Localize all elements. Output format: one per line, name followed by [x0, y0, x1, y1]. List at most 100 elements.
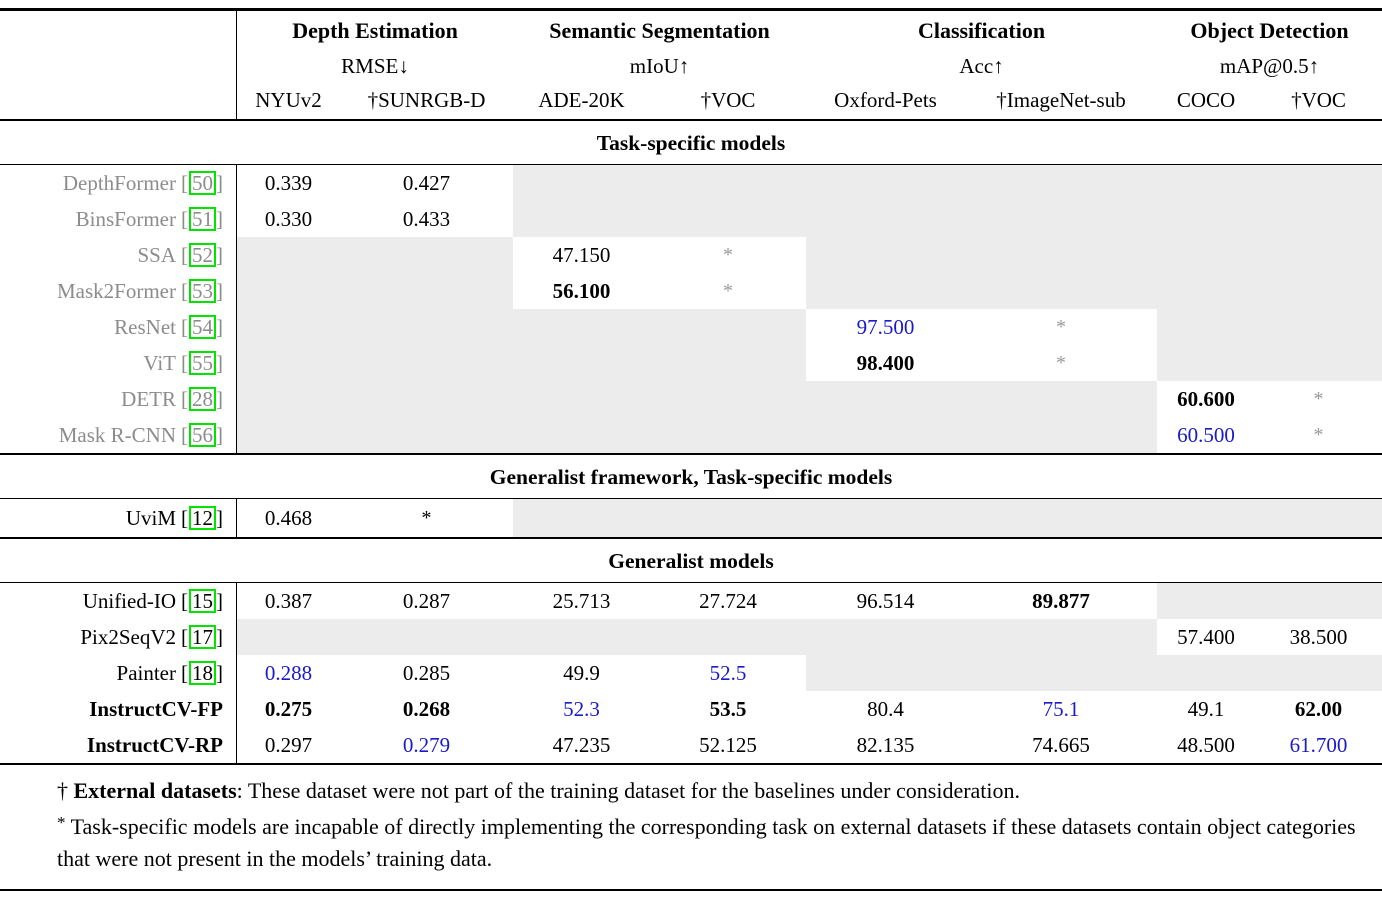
empty-cell: [1157, 655, 1255, 691]
model-name: Painter: [116, 661, 176, 685]
value-cell: 0.287: [340, 583, 513, 619]
table-row-instructcv-rp: InstructCV-RP 0.297 0.279 47.235 52.125 …: [0, 727, 1382, 763]
empty-cell: [650, 499, 806, 537]
value-cell: 0.387: [237, 583, 340, 619]
section-heading-generalist-framework: Generalist framework, Task-specific mode…: [0, 455, 1382, 499]
header-empty-cell: [0, 11, 237, 51]
empty-cell: [513, 499, 650, 537]
citation-link[interactable]: 12: [189, 506, 216, 530]
citation-close-bracket: ]: [216, 315, 223, 339]
task-specific-rows: DepthFormer[50] 0.339 0.427 BinsFormer[5…: [0, 165, 1382, 455]
empty-cell: [1255, 583, 1382, 619]
empty-cell: [513, 165, 650, 201]
table-row-unified-io: Unified-IO[15] 0.387 0.287 25.713 27.724…: [0, 583, 1382, 619]
empty-cell: [806, 655, 965, 691]
table-row-mask2former: Mask2Former[53] 56.100 *: [0, 273, 1382, 309]
model-name: Unified-IO: [82, 589, 176, 613]
header-metric-row: RMSE↓ mIoU↑ Acc↑ mAP@0.5↑: [0, 51, 1382, 82]
empty-cell: [965, 381, 1157, 417]
empty-cell: [513, 345, 650, 381]
citation-open-bracket: [: [181, 506, 188, 530]
empty-cell: [965, 237, 1157, 273]
empty-cell: [340, 309, 513, 345]
empty-cell: [1255, 237, 1382, 273]
model-name: UviM: [125, 506, 176, 530]
empty-cell: [806, 499, 965, 537]
citation-link[interactable]: 54: [189, 315, 216, 339]
model-name: InstructCV-RP: [86, 733, 223, 757]
model-label-cell: DepthFormer[50]: [0, 165, 237, 201]
empty-cell: [340, 345, 513, 381]
empty-cell: [650, 345, 806, 381]
empty-cell: [513, 201, 650, 237]
model-name: Mask R-CNN: [58, 423, 176, 447]
dagger-marker: †: [57, 778, 68, 803]
citation-link[interactable]: 52: [189, 243, 216, 267]
dataset-sunrgbd: †SUNRGB-D: [340, 82, 513, 119]
empty-cell: [340, 273, 513, 309]
citation-link[interactable]: 28: [189, 387, 216, 411]
citation-link[interactable]: 17: [189, 625, 216, 649]
citation-close-bracket: ]: [216, 207, 223, 231]
table-row-vit: ViT[55] 98.400 *: [0, 345, 1382, 381]
table-row-mask-rcnn: Mask R-CNN[56] 60.500 *: [0, 417, 1382, 453]
dataset-oxford-pets: Oxford-Pets: [806, 82, 965, 119]
citation-close-bracket: ]: [216, 423, 223, 447]
citation-link[interactable]: 56: [189, 423, 216, 447]
citation-close-bracket: ]: [216, 661, 223, 685]
value-cell: 0.427: [340, 165, 513, 201]
empty-cell: [1157, 583, 1255, 619]
citation: [12]: [181, 506, 223, 530]
model-label-cell: InstructCV-RP: [0, 727, 237, 763]
value-cell: 0.279: [340, 727, 513, 763]
value-cell: 38.500: [1255, 619, 1382, 655]
empty-cell: [806, 619, 965, 655]
dataset-voc-seg: †VOC: [650, 82, 806, 119]
value-cell: 56.100: [513, 273, 650, 309]
empty-cell: [513, 417, 650, 453]
metric-map: mAP@0.5↑: [1157, 51, 1382, 82]
citation-open-bracket: [: [181, 423, 188, 447]
empty-cell: [513, 619, 650, 655]
value-cell: 0.268: [340, 691, 513, 727]
empty-cell: [965, 273, 1157, 309]
table-header: Depth Estimation Semantic Segmentation C…: [0, 8, 1382, 121]
task-group-depth: Depth Estimation: [237, 11, 513, 51]
empty-cell: [1157, 237, 1255, 273]
metric-acc: Acc↑: [806, 51, 1157, 82]
citation-link[interactable]: 18: [189, 661, 216, 685]
citation-link[interactable]: 51: [189, 207, 216, 231]
citation-close-bracket: ]: [216, 243, 223, 267]
citation: [17]: [181, 625, 223, 649]
value-cell: 62.00: [1255, 691, 1382, 727]
generalist-framework-rows: UviM[12] 0.468 *: [0, 499, 1382, 539]
empty-cell: [806, 165, 965, 201]
empty-cell: [1157, 165, 1255, 201]
empty-cell: [1255, 273, 1382, 309]
citation: [51]: [181, 207, 223, 231]
empty-cell: [965, 201, 1157, 237]
empty-cell: [1157, 273, 1255, 309]
empty-cell: [650, 619, 806, 655]
footnote-task-specific: * Task-specific models are incapable of …: [57, 807, 1368, 875]
value-cell: 0.468: [237, 499, 340, 537]
citation-link[interactable]: 50: [189, 171, 216, 195]
asterisk-cell: *: [965, 345, 1157, 381]
value-cell: 96.514: [806, 583, 965, 619]
citation-link[interactable]: 55: [189, 351, 216, 375]
model-label-cell: InstructCV-FP: [0, 691, 237, 727]
task-group-detection: Object Detection: [1157, 11, 1382, 51]
citation-close-bracket: ]: [216, 589, 223, 613]
citation-link[interactable]: 53: [189, 279, 216, 303]
model-name: InstructCV-FP: [89, 697, 223, 721]
value-cell: 97.500: [806, 309, 965, 345]
citation-open-bracket: [: [181, 387, 188, 411]
table-row-ssa: SSA[52] 47.150 *: [0, 237, 1382, 273]
citation-link[interactable]: 15: [189, 589, 216, 613]
table-row-binsformer: BinsFormer[51] 0.330 0.433: [0, 201, 1382, 237]
empty-cell: [965, 165, 1157, 201]
empty-cell: [340, 417, 513, 453]
empty-cell: [237, 345, 340, 381]
citation-open-bracket: [: [181, 315, 188, 339]
value-cell: 57.400: [1157, 619, 1255, 655]
